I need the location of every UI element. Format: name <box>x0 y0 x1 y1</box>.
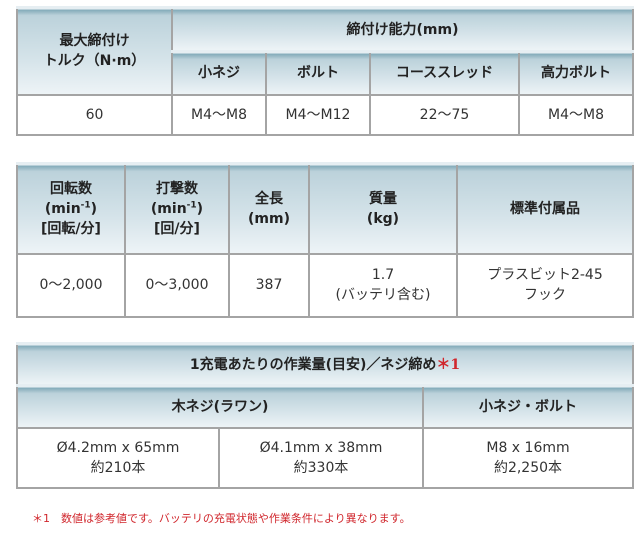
header-impact-rate: 打撃数 (min-1) [回/分] <box>124 162 230 255</box>
header-small-screw-bolt: 小ネジ・ボルト <box>422 384 634 429</box>
bolt-m8-cell: M8 x 16mm 約2,250本 <box>422 426 634 489</box>
work-per-charge-table: 1充電あたりの作業量(目安)／ネジ締め＊1 木ネジ(ラワン) 小ネジ・ボルト Ø… <box>16 342 634 489</box>
header-weight: 質量 (kg) <box>308 162 458 255</box>
torque-value: 60 <box>16 93 173 136</box>
accessories-value: プラスビット2-45 フック <box>456 252 634 318</box>
bolt-value: M4〜M12 <box>265 93 371 136</box>
header-accessories: 標準付属品 <box>456 162 634 255</box>
footnote-mark: ＊1 <box>436 356 461 373</box>
max-torque-header: 最大締付け トルク（N·m） <box>16 6 173 96</box>
wood-screw-38-cell: Ø4.1mm x 38mm 約330本 <box>218 426 424 489</box>
wood-screw-65-cell: Ø4.2mm x 65mm 約210本 <box>16 426 220 489</box>
weight-value: 1.7 (バッテリ含む) <box>308 252 458 318</box>
header-small-screw: 小ネジ <box>171 50 267 96</box>
header-coarse-thread: コーススレッド <box>369 50 520 96</box>
small-screw-value: M4〜M8 <box>171 93 267 136</box>
footnote: ＊1 数値は参考値です。バッテリの充電状態や作業条件により異なります。 <box>32 512 411 525</box>
length-value: 387 <box>228 252 310 318</box>
capacity-header: 締付け能力(mm) <box>170 6 635 53</box>
high-tension-bolt-value: M4〜M8 <box>517 93 635 136</box>
header-bolt: ボルト <box>265 50 371 96</box>
header-wood-screw: 木ネジ(ラワン) <box>16 384 424 429</box>
coarse-thread-value: 22〜75 <box>369 93 520 136</box>
header-rotation-speed: 回転数 (min-1) [回転/分] <box>16 162 126 255</box>
header-high-tension-bolt: 高力ボルト <box>517 50 635 96</box>
work-per-charge-title: 1充電あたりの作業量(目安)／ネジ締め＊1 <box>16 342 634 387</box>
header-length: 全長 (mm) <box>228 162 310 255</box>
torque-capacity-table: 最大締付け トルク（N·m） 締付け能力(mm) 小ネジ ボルト コーススレッド … <box>16 6 635 136</box>
impact-rate-value: 0〜3,000 <box>124 252 230 318</box>
rotation-speed-value: 0〜2,000 <box>16 252 126 318</box>
spec-table: 回転数 (min-1) [回転/分] 打撃数 (min-1) [回/分] 全長 (mm) … <box>16 162 634 318</box>
